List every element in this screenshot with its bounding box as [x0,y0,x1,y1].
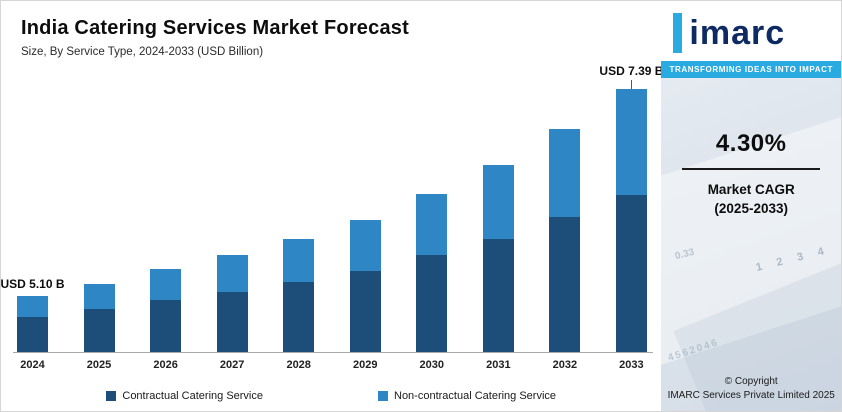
x-tick-label-2025: 2025 [86,359,112,371]
x-tick-label-2030: 2030 [419,359,445,371]
imarc-logo-accent-icon [673,13,683,53]
chart-subtitle: Size, By Service Type, 2024-2033 (USD Bi… [21,46,264,58]
imarc-logo: imarc TRANSFORMING IDEAS INTO IMPACT [661,1,841,78]
bar-segment-non-contractual-2024 [17,296,48,317]
chart-title: India Catering Services Market Forecast [21,17,409,39]
bar-segment-non-contractual-2025 [83,284,115,309]
bar-segment-contractual-2026 [150,300,182,353]
bar-column-2031: 2031 [482,85,514,371]
x-axis-line [13,352,654,353]
bar-segment-contractual-2033 [615,195,647,353]
bar-value-label-2024: USD 5.10 B [0,277,65,291]
x-tick-label-2027: 2027 [219,359,245,371]
x-tick-label-2024: 2024 [20,359,45,371]
bar-column-2025: 2025 [83,85,115,371]
chart-header: India Catering Services Market Forecast … [21,17,651,58]
bar-segment-contractual-2031 [482,239,514,353]
bar-column-2029: 2029 [349,85,381,371]
bar-segment-contractual-2029 [349,271,381,353]
x-tick-label-2026: 2026 [153,359,178,371]
cagr-block: 4.30% Market CAGR (2025-2033) [661,130,841,216]
legend-label-non-contractual: Non-contractual Catering Service [394,390,557,402]
bar-column-2030: 2030 [416,85,448,371]
bar-column-2032: 2032 [549,85,581,371]
copyright-block: © Copyright IMARC Services Private Limit… [661,376,841,401]
bar-segment-non-contractual-2027 [216,255,248,292]
x-tick-label-2031: 2031 [486,359,511,371]
bar-segment-contractual-2030 [416,255,448,353]
bar-segment-non-contractual-2026 [150,269,182,300]
bar-value-label-2033: USD 7.39 B [599,64,664,78]
bar-segment-non-contractual-2029 [349,220,381,271]
cagr-value: 4.30% [715,130,787,157]
x-tick-label-2033: 2033 [619,359,644,371]
imarc-logo-tagline: TRANSFORMING IDEAS INTO IMPACT [661,61,841,78]
plot-area: 2024 USD 5.10 B 2025 2026 2027 2028 2029 2030 20… [1,64,663,371]
legend-swatch-non-contractual-icon [378,391,388,401]
x-tick-label-2032: 2032 [552,359,578,371]
bar-segment-non-contractual-2030 [416,194,448,255]
bar-segment-non-contractual-2033 [615,89,647,195]
legend-item-contractual: Contractual Catering Service [106,390,263,402]
bar-segment-contractual-2028 [283,282,315,353]
bar-segment-contractual-2024 [17,317,48,353]
copyright-line1: © Copyright [724,376,778,387]
bar-column-2026: 2026 [150,85,182,371]
bar-column-2024: 2024 USD 5.10 B [1,85,65,371]
copyright-line2: IMARC Services Private Limited 2025 [667,390,835,401]
chart-panel: India Catering Services Market Forecast … [1,1,663,411]
bar-segment-non-contractual-2028 [283,239,315,282]
cagr-divider [682,168,821,170]
bar-segment-non-contractual-2031 [482,165,514,239]
imarc-logo-row: imarc [673,13,829,53]
x-tick-label-2029: 2029 [352,359,378,371]
bar-column-2028: 2028 [283,85,315,371]
bar-segment-non-contractual-2032 [549,129,581,217]
cagr-label-line2: (2025-2033) [714,201,788,216]
chart-legend: Contractual Catering Service Non-contrac… [1,390,661,402]
bar-column-2033: 2033 USD 7.39 B [599,64,663,371]
bar-segment-contractual-2027 [216,292,248,353]
legend-swatch-contractual-icon [106,391,117,401]
imarc-logo-text: imarc [689,14,786,52]
bar-segment-contractual-2025 [83,309,115,353]
legend-label-contractual: Contractual Catering Service [122,390,263,402]
cagr-label-line1: Market CAGR [707,182,795,197]
x-tick-label-2028: 2028 [286,359,311,371]
bar-segment-contractual-2032 [549,217,581,353]
legend-item-non-contractual: Non-contractual Catering Service [378,390,556,402]
sidebar: 1 2 3 4 0.33 4562046 imarc TRANSFORMING … [661,1,841,411]
annotation-connector-line [631,80,633,89]
bar-column-2027: 2027 [216,85,248,371]
